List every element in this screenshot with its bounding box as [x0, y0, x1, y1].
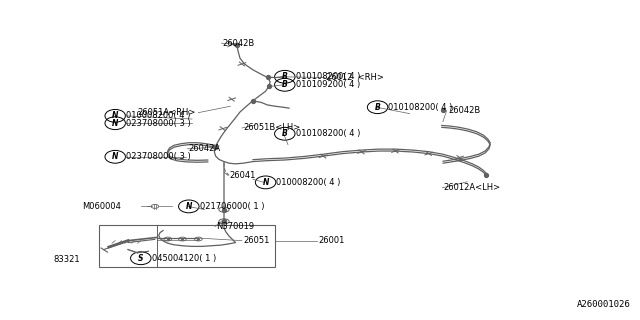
Text: A260001026: A260001026 — [577, 300, 630, 309]
Bar — [99, 225, 275, 267]
Text: 26042B: 26042B — [223, 39, 255, 48]
Text: B: B — [374, 103, 381, 112]
Text: 26012  <RH>: 26012 <RH> — [326, 73, 384, 82]
Text: N: N — [112, 111, 118, 120]
Text: 26001: 26001 — [318, 236, 344, 245]
Text: 26042A: 26042A — [189, 144, 221, 153]
Text: S: S — [138, 254, 143, 263]
Text: N370019: N370019 — [216, 222, 255, 231]
Text: 021706000( 1 ): 021706000( 1 ) — [200, 202, 264, 211]
Text: 045004120( 1 ): 045004120( 1 ) — [152, 254, 216, 263]
Text: 010108200( 4 ): 010108200( 4 ) — [296, 129, 360, 138]
Text: 26051: 26051 — [243, 236, 269, 245]
Text: 26051A<RH>: 26051A<RH> — [138, 108, 196, 117]
Text: 83321: 83321 — [53, 255, 80, 264]
Text: B: B — [282, 80, 288, 89]
Text: 26012A<LH>: 26012A<LH> — [444, 183, 500, 192]
Text: 023708000( 3 ): 023708000( 3 ) — [126, 152, 191, 161]
Text: B: B — [282, 129, 288, 138]
Text: 010109200( 4 ): 010109200( 4 ) — [296, 80, 360, 89]
Text: N: N — [186, 202, 192, 211]
Text: N: N — [262, 178, 269, 187]
Text: 26042B: 26042B — [448, 106, 480, 115]
Text: N: N — [112, 119, 118, 128]
Text: B: B — [282, 72, 288, 81]
Text: 010008200( 4 ): 010008200( 4 ) — [276, 178, 341, 187]
Circle shape — [234, 43, 240, 46]
Text: 023708000( 3 ): 023708000( 3 ) — [126, 119, 191, 128]
Text: 26051B<LH>: 26051B<LH> — [243, 124, 300, 132]
Text: 010008200( 4 ): 010008200( 4 ) — [126, 111, 191, 120]
Text: 26041: 26041 — [229, 171, 255, 180]
Text: M060004: M060004 — [82, 202, 121, 211]
Text: N: N — [112, 152, 118, 161]
Text: 010108200( 4 ): 010108200( 4 ) — [296, 72, 360, 81]
Text: 010108200( 4 ): 010108200( 4 ) — [388, 103, 453, 112]
